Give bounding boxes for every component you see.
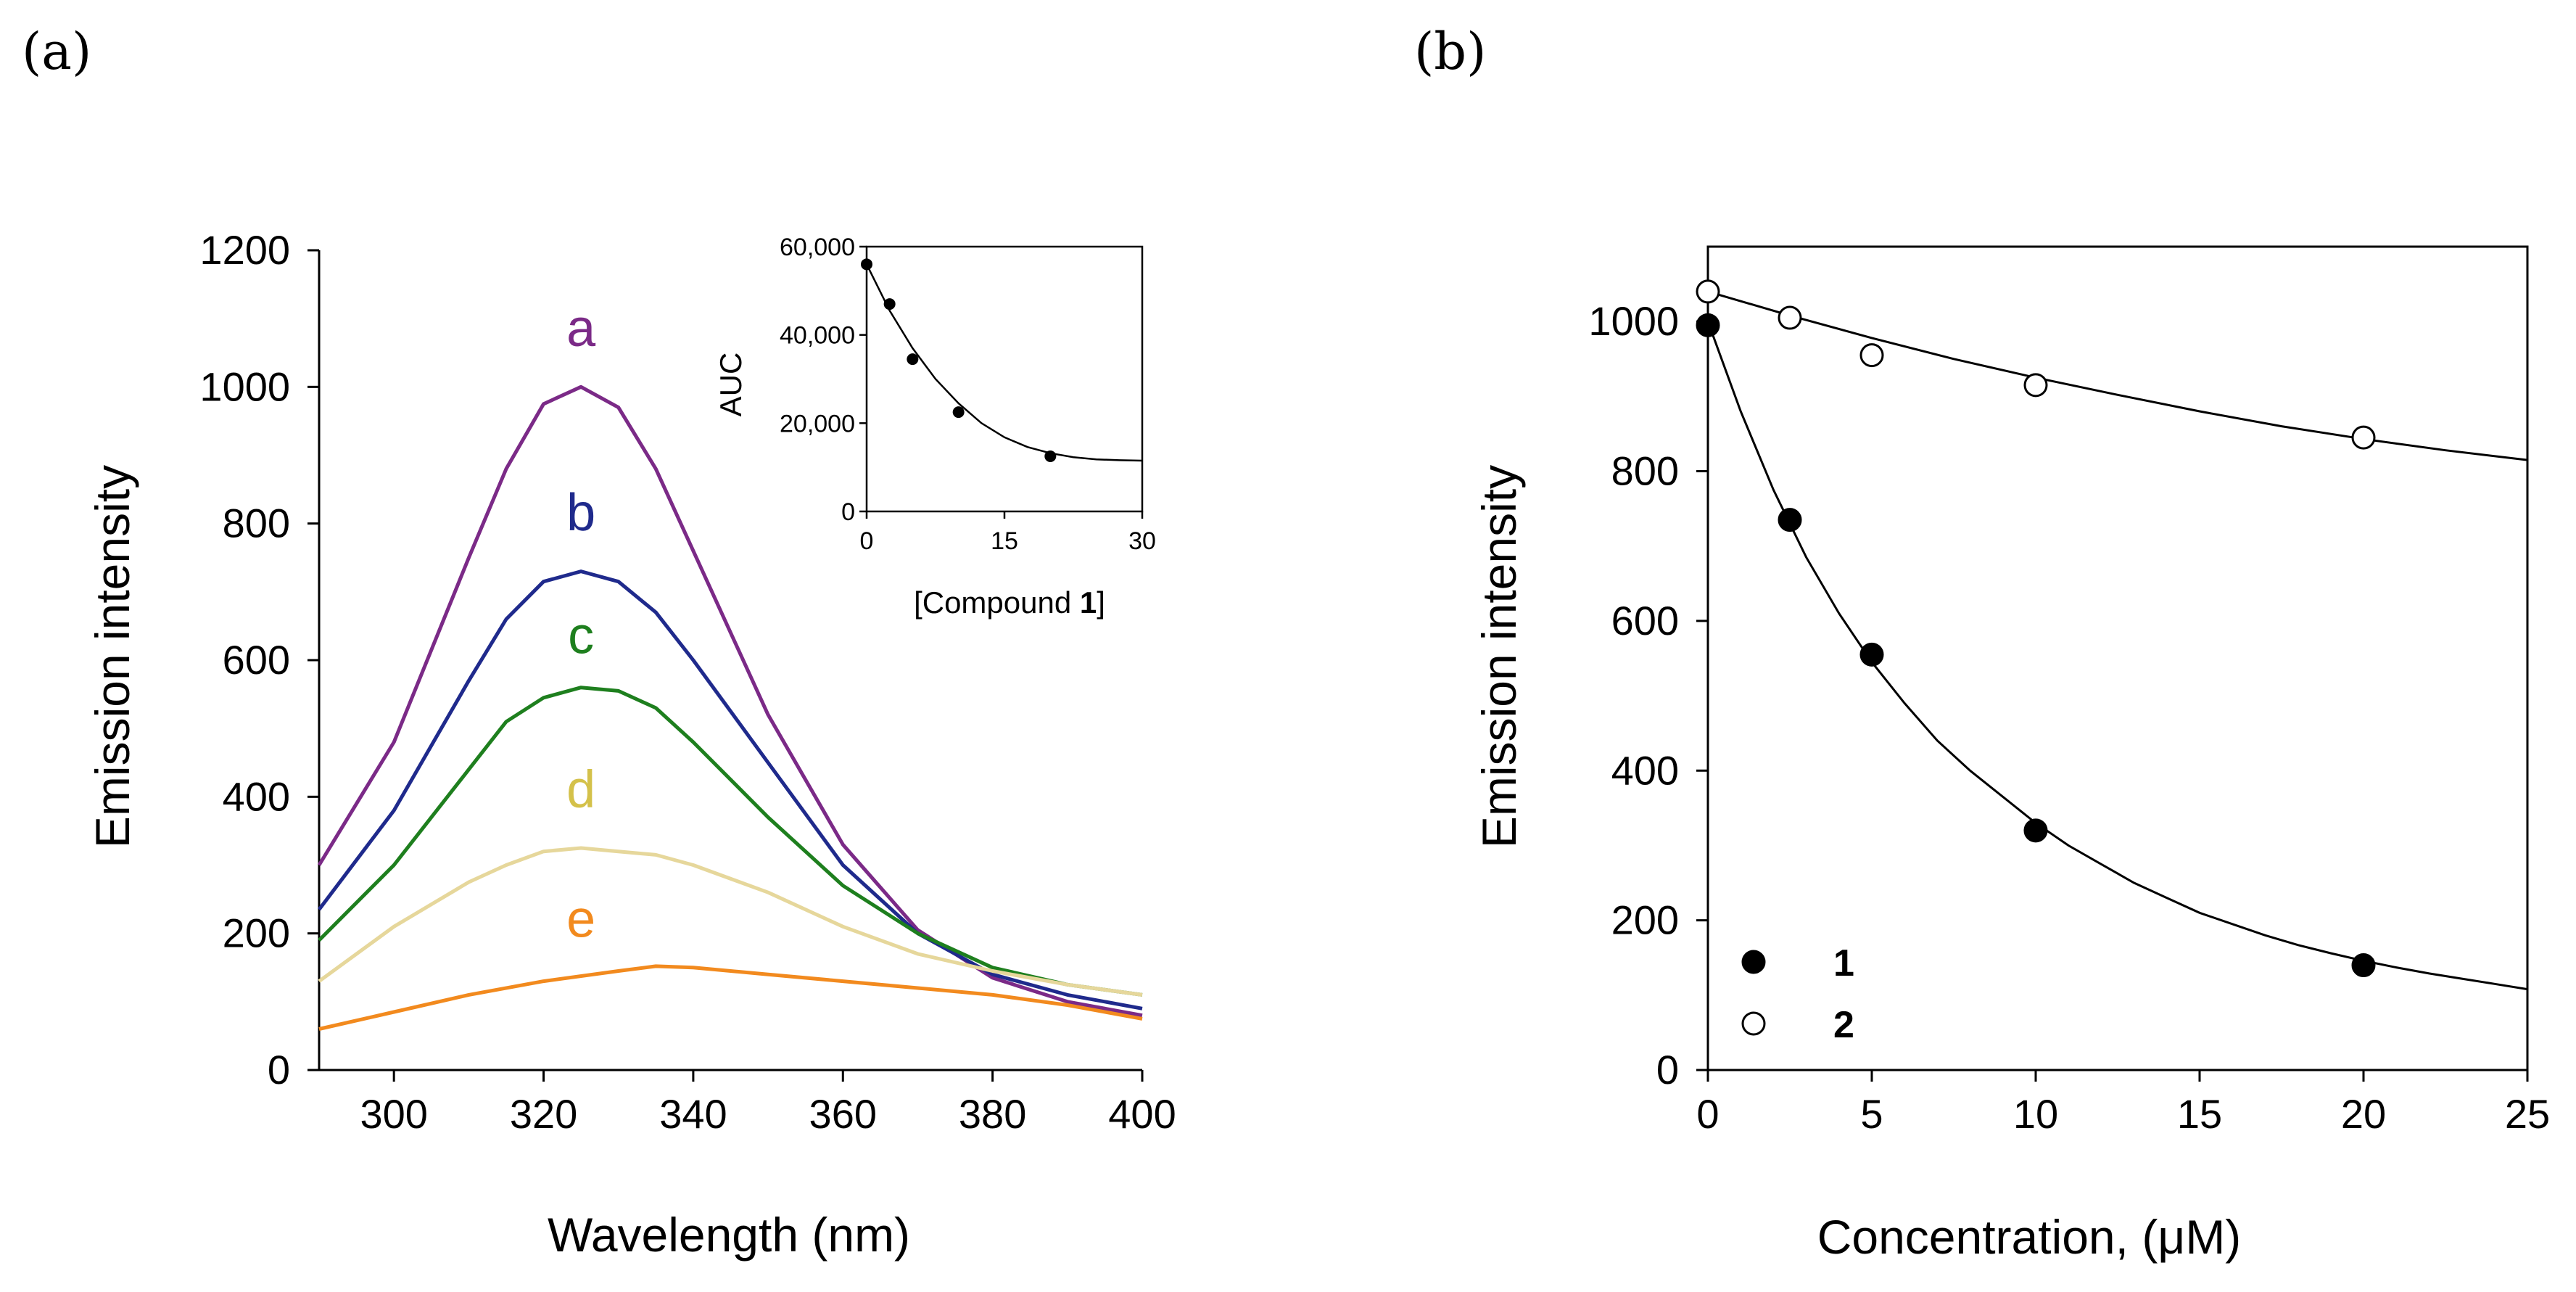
inset-data-point — [907, 353, 919, 366]
inset-data-point — [861, 258, 872, 271]
chart-a-xtick-label: 300 — [360, 1091, 427, 1137]
legend-marker-series-2 — [1741, 1011, 1766, 1036]
chart-a-ytick-label: 800 — [223, 501, 290, 546]
data-point-series-2 — [1778, 305, 1802, 330]
chart-a-ytick-label: 0 — [268, 1047, 290, 1093]
chart-b-xtick-label: 25 — [2505, 1091, 2550, 1137]
inset-xtick-label: 0 — [860, 527, 874, 555]
chart-b-ytick-label: 1000 — [1588, 298, 1679, 344]
chart-b-ytick-label: 400 — [1611, 747, 1679, 793]
series-line-b — [318, 569, 1143, 1011]
curve-label-d: d — [566, 760, 595, 818]
chart-b-ylabel: Emission intensity — [1472, 465, 1526, 848]
data-point-series-2 — [1696, 279, 1720, 304]
data-point-series-2 — [1859, 343, 1884, 368]
inset-ytick-label: 0 — [841, 498, 855, 526]
inset-data-point — [952, 406, 965, 419]
chart-a-xtick-label: 360 — [809, 1091, 877, 1137]
inset-ytick-label: 40,000 — [780, 322, 855, 350]
data-point-series-1 — [2351, 953, 2376, 978]
fit-line-series-1 — [1706, 321, 2528, 991]
chart-b-ytick-label: 600 — [1611, 598, 1679, 643]
legend-marker-series-1 — [1741, 950, 1766, 974]
data-point-series-2 — [2351, 425, 2376, 450]
series-line-a — [317, 384, 1143, 1018]
chart-a-xtick-label: 340 — [659, 1091, 727, 1137]
inset-data-point — [1044, 450, 1057, 462]
chart-a-xtick-label: 320 — [510, 1091, 577, 1137]
chart-a-ylabel: Emission intensity — [86, 465, 139, 848]
inset-fit-line — [865, 263, 1143, 462]
chart-b-xlabel: Concentration, (μM) — [1817, 1210, 2242, 1264]
inset-xlabel: [Compound 1] — [914, 585, 1105, 620]
chart-a-ytick-label: 1000 — [199, 363, 290, 409]
series-line-c — [318, 686, 1143, 997]
chart-a-ytick-label: 600 — [223, 637, 290, 683]
chart-a-ytick-label: 1200 — [199, 227, 290, 273]
inset-xtick-label: 30 — [1128, 527, 1156, 555]
inset-xlabel-bold: 1 — [1080, 585, 1097, 620]
inset-xlabel-suffix: ] — [1097, 585, 1105, 620]
chart-b-ytick-label: 0 — [1656, 1047, 1679, 1093]
curve-label-e: e — [566, 890, 595, 948]
series-line-d — [318, 846, 1143, 997]
chart-b-xtick-label: 5 — [1860, 1091, 1883, 1137]
chart-b-ytick-label: 800 — [1611, 448, 1679, 494]
chart-a-ytick-label: 400 — [223, 773, 290, 819]
inset-frame — [865, 245, 1144, 513]
chart-b-xtick-label: 10 — [2013, 1091, 2058, 1137]
chart-a-xtick-label: 380 — [959, 1091, 1026, 1137]
data-point-series-1 — [1859, 642, 1884, 667]
chart-b-frame — [1706, 245, 2529, 1071]
inset-xtick-label: 15 — [991, 527, 1018, 555]
data-point-series-1 — [1696, 313, 1720, 337]
chart-a-xlabel: Wavelength (nm) — [548, 1208, 910, 1262]
series-line-e — [318, 964, 1143, 1031]
chart-a-ytick-label: 200 — [223, 910, 290, 956]
inset-ytick-label: 20,000 — [780, 410, 855, 437]
panel-label-a: (a) — [22, 22, 92, 81]
inset-ylabel: AUC — [714, 353, 748, 417]
inset-xlabel-prefix: [Compound — [914, 585, 1080, 620]
chart-b-xtick-label: 0 — [1696, 1091, 1719, 1137]
data-point-series-2 — [2023, 373, 2048, 398]
curve-label-a: a — [566, 300, 596, 358]
chart-a-xtick-label: 400 — [1108, 1091, 1176, 1137]
curve-label-b: b — [566, 484, 595, 542]
data-point-series-1 — [1778, 508, 1802, 532]
inset-ytick-label: 60,000 — [780, 234, 855, 261]
legend-label-series-1: 1 — [1833, 942, 1854, 984]
fit-line-series-2 — [1707, 290, 2528, 461]
inset-data-point — [883, 298, 896, 310]
chart-b-xtick-label: 20 — [2341, 1091, 2386, 1137]
data-point-series-1 — [2023, 818, 2048, 843]
curve-label-c: c — [568, 607, 594, 665]
panel-label-b: (b) — [1414, 22, 1487, 81]
legend-label-series-2: 2 — [1833, 1004, 1854, 1046]
chart-b-ytick-label: 200 — [1611, 897, 1679, 943]
chart-b-xtick-label: 15 — [2177, 1091, 2222, 1137]
